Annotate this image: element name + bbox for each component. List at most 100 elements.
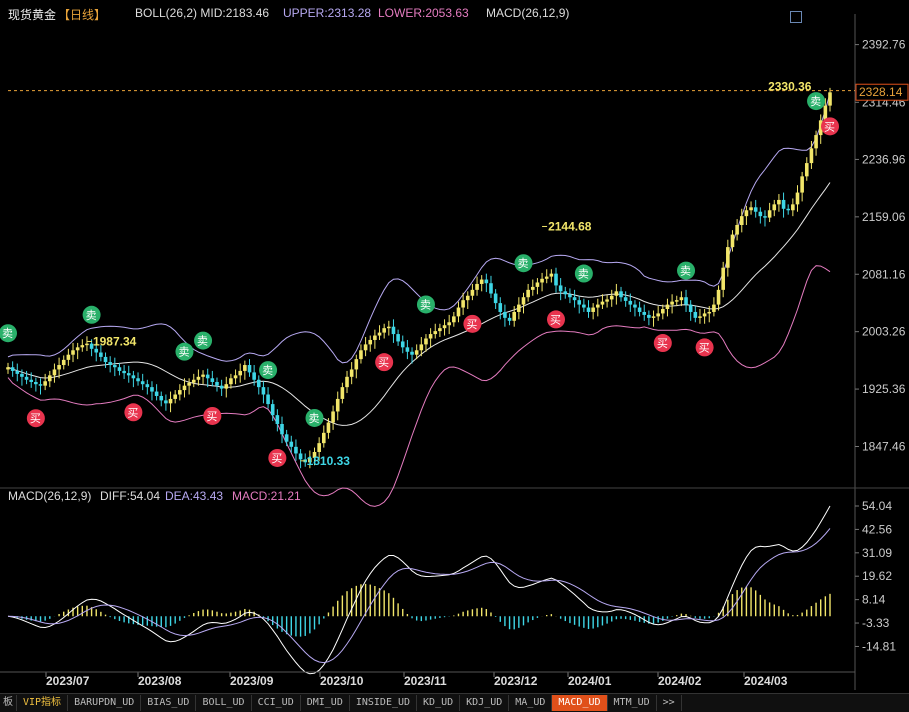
candle: [284, 434, 289, 442]
candle: [150, 387, 154, 392]
price-annotation: 1810.33: [307, 454, 351, 468]
candle: [433, 331, 438, 335]
macd-tick-label: 31.09: [862, 546, 892, 560]
candle: [800, 176, 804, 193]
indicator-tab-cci-ud[interactable]: CCI_UD: [252, 695, 301, 711]
indicator-tab-kdj-ud[interactable]: KDJ_UD: [460, 695, 510, 711]
indicator-tab--[interactable]: >>: [657, 695, 682, 711]
boll-mid-label: BOLL(26,2) MID:2183.46: [135, 6, 270, 20]
indicator-tab-ma-ud[interactable]: MA_UD: [509, 695, 553, 711]
sell-label: 卖: [578, 268, 589, 281]
candle: [89, 343, 94, 349]
candle: [382, 328, 386, 333]
candle: [795, 192, 800, 205]
candle: [744, 210, 749, 217]
candle: [739, 216, 744, 225]
candle: [628, 300, 633, 305]
candle: [29, 379, 34, 382]
candle: [591, 307, 595, 312]
macd-tick-label: -3.33: [862, 616, 890, 630]
candle: [693, 311, 698, 318]
candle: [582, 304, 586, 308]
buy-label: 买: [657, 337, 668, 350]
candle: [205, 374, 210, 379]
close-icon[interactable]: [790, 11, 802, 23]
indicator-tab-bias-ud[interactable]: BIAS_UD: [141, 695, 197, 711]
indicator-tab-mtm-ud[interactable]: MTM_UD: [608, 695, 657, 711]
candle: [24, 376, 29, 380]
candle: [438, 328, 442, 332]
candle: [549, 273, 554, 277]
candle: [122, 370, 126, 374]
candle: [642, 311, 647, 315]
candle: [326, 422, 331, 433]
candle: [280, 423, 284, 435]
candle: [452, 316, 456, 323]
sell-signal: [416, 295, 435, 314]
candle: [377, 332, 382, 336]
period-label[interactable]: 【日线】: [58, 8, 107, 22]
candle: [526, 289, 530, 298]
candle: [261, 387, 266, 395]
indicator-tab-inside-ud[interactable]: INSIDE_UD: [350, 695, 418, 711]
candle: [637, 307, 642, 312]
candle: [196, 376, 201, 380]
candle: [400, 341, 405, 348]
date-tick-label: 2023/12: [494, 674, 538, 688]
candle: [238, 370, 243, 376]
sell-signal: [514, 254, 533, 273]
candle: [554, 273, 558, 286]
candle: [247, 365, 252, 373]
candle: [647, 314, 651, 318]
candle: [804, 163, 809, 177]
price-annotation: 1987.34: [93, 334, 137, 348]
candle: [503, 311, 507, 318]
buy-signal: [268, 448, 287, 467]
candle: [201, 374, 205, 377]
candle: [47, 375, 52, 382]
candle: [270, 404, 275, 416]
indicator-tab-kd-ud[interactable]: KD_UD: [417, 695, 461, 711]
candle: [131, 375, 136, 379]
price-tick-label: 1847.46: [862, 439, 906, 453]
candle: [126, 373, 131, 376]
candle: [256, 379, 261, 388]
candle: [786, 208, 791, 211]
candle: [475, 283, 479, 290]
candle: [164, 400, 168, 404]
candle: [335, 398, 340, 412]
candle: [66, 354, 71, 360]
candle: [34, 381, 38, 385]
macd-value: MACD:21.21: [232, 489, 301, 503]
candle: [85, 343, 89, 346]
indicator-tab-boll-ud[interactable]: BOLL_UD: [196, 695, 252, 711]
candle: [730, 234, 735, 248]
price-chart[interactable]: 2392.762314.462236.962159.062081.162003.…: [0, 0, 909, 692]
indicator-tab-barupdn-ud[interactable]: BARUPDN_UD: [68, 695, 142, 711]
buy-label: 买: [271, 452, 282, 465]
candle: [419, 344, 424, 351]
boll-upper-label: UPPER:2313.28: [283, 6, 372, 20]
candle: [108, 362, 112, 366]
candle: [470, 289, 475, 296]
candle: [6, 367, 10, 370]
buy-signal: [26, 409, 45, 428]
macd-name: MACD(26,12,9): [8, 489, 91, 503]
indicator-tab-dmi-ud[interactable]: DMI_UD: [301, 695, 350, 711]
macd-tick-label: 19.62: [862, 569, 892, 583]
candle: [173, 394, 177, 399]
candle: [753, 207, 758, 212]
indicator-tab-macd-ud[interactable]: MACD_UD: [552, 695, 608, 711]
candle: [712, 304, 716, 312]
sell-signal: [259, 361, 278, 380]
candle: [363, 344, 368, 351]
macd-diff: DIFF:54.04: [100, 489, 160, 503]
buy-label: 买: [466, 318, 477, 331]
indicator-tab-vip-[interactable]: VIP指标: [17, 695, 69, 711]
candle: [809, 148, 814, 164]
candle: [763, 216, 767, 218]
candle: [38, 384, 43, 386]
candle: [828, 92, 832, 106]
tab-left-edge[interactable]: 板: [0, 695, 17, 711]
candle: [428, 334, 433, 339]
